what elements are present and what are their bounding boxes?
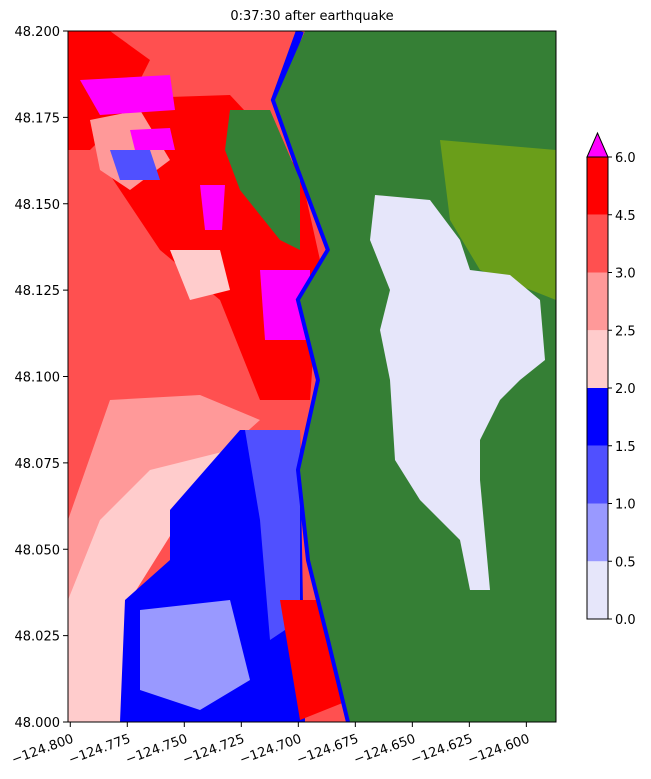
colorbar-tick-label: 1.5 [615,440,636,455]
colorbar-tick-label: 4.5 [615,209,636,224]
colorbar-segment [587,388,608,446]
y-tick-label: 48.050 [15,543,61,558]
x-tick-label: −124.650 [352,732,418,768]
x-tick-label: −124.625 [409,732,475,768]
y-tick-label: 48.125 [15,284,61,299]
colorbar-segment [587,503,608,562]
y-tick-label: 48.175 [15,111,61,126]
y-tick-label: 48.100 [15,371,61,386]
colorbar-tick-label: 2.5 [615,324,636,339]
colorbar-tick-label: 6.0 [615,151,636,166]
colorbar-tick-label: 2.0 [615,382,636,397]
chart-title: 0:37:30 after earthquake [230,9,393,24]
x-tick-label: −124.675 [295,732,361,768]
x-tick-label: −124.750 [124,732,190,768]
colorbar-tick-label: 0.0 [615,613,636,628]
colorbar-segment [587,214,608,273]
y-tick-label: 48.200 [15,25,61,40]
colorbar-segment [587,445,608,504]
x-tick-label: −124.725 [181,732,247,768]
colorbar-tick-label: 0.5 [615,555,636,570]
colorbar-tick-label: 1.0 [615,498,636,513]
x-tick-label: −124.800 [10,732,76,768]
colorbar-segment [587,561,608,619]
x-tick-label: −124.600 [466,732,532,768]
x-tick-label: −124.700 [238,732,304,768]
y-tick-label: 48.075 [15,457,61,472]
colorbar-segment [587,157,608,215]
colorbar-segment [587,330,608,388]
colorbar-extend [586,131,609,158]
y-tick-label: 48.025 [15,630,61,645]
colorbar-tick-label: 3.0 [615,267,636,282]
y-tick-label: 48.000 [15,716,61,731]
x-tick-label: −124.775 [67,732,133,768]
y-tick-label: 48.150 [15,198,61,213]
map-raster [68,31,556,722]
colorbar-segment [587,272,608,331]
